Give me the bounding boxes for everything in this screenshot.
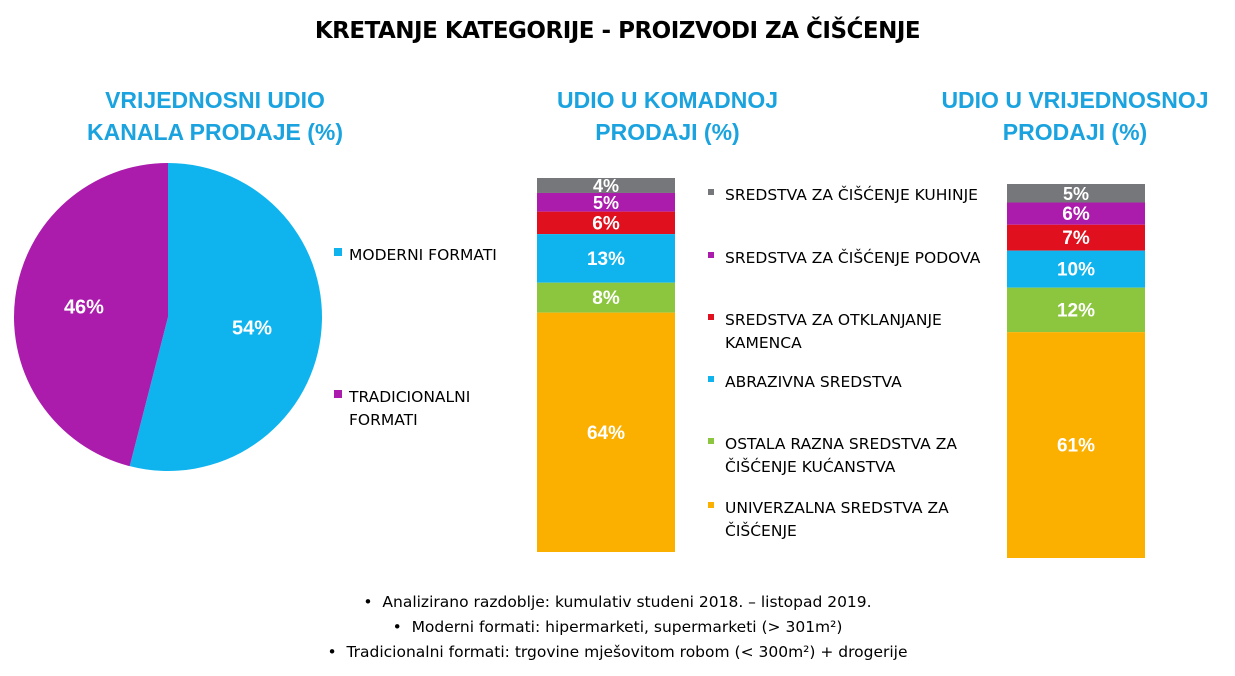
units-bar-segment — [537, 211, 675, 235]
bar-legend-swatch — [708, 438, 714, 444]
footnote-modern: Moderni formati: hipermarketi, supermark… — [0, 615, 1235, 640]
bar-legend-label: OSTALA RAZNA SREDSTVA ZA — [725, 435, 957, 453]
value-bar-segment — [1007, 224, 1145, 251]
bar-chart-value-title: UDIO U VRIJEDNOSNOJ PRODAJI (%) — [941, 87, 1209, 145]
pie-chart-title: VRIJEDNOSNI UDIO KANALA PRODAJE (%) — [87, 87, 343, 145]
bar-legend-swatch — [708, 189, 714, 195]
bar-legend-swatch — [708, 252, 714, 258]
value-bar-segment-label: 10% — [1057, 260, 1095, 281]
value-bar-segment-label: 5% — [1063, 184, 1089, 204]
footnote-traditional: Tradicionalni formati: trgovine mješovit… — [0, 640, 1235, 665]
units-bar-segment — [537, 282, 675, 313]
bar-chart-units-title: UDIO U KOMADNOJ PRODAJI (%) — [556, 87, 779, 145]
value-bar-segment-label: 7% — [1062, 228, 1090, 249]
units-bar-segment-label: 8% — [592, 288, 620, 309]
pie-slice-label: 46% — [64, 296, 104, 318]
bar-legend-label: KAMENCA — [725, 334, 802, 352]
units-bar-segment — [537, 192, 675, 212]
units-bar-segment — [537, 178, 675, 193]
bar-legend-swatch — [708, 376, 714, 382]
value-bar-segment — [1007, 202, 1145, 225]
footnotes: Analizirano razdoblje: kumulativ studeni… — [0, 590, 1235, 665]
bar-legend-label: ABRAZIVNA SREDSTVA — [725, 373, 902, 391]
pie-legend-swatch — [334, 390, 342, 398]
bar-legend-label: SREDSTVA ZA OTKLANJANJE — [725, 311, 942, 329]
bar-legend-label: SREDSTVA ZA ČIŠĆENJE PODOVA — [725, 248, 981, 267]
units-bar-segment — [537, 312, 675, 552]
value-bar-segment-label: 61% — [1057, 436, 1095, 457]
bar-legend-label: ČIŠĆENJE KUĆANSTVA — [725, 457, 896, 476]
units-bar-segment-label: 64% — [587, 423, 625, 444]
units-bar-segment — [537, 234, 675, 283]
page-title: KRETANJE KATEGORIJE - PROIZVODI ZA ČIŠĆE… — [314, 18, 921, 44]
footnote-period: Analizirano razdoblje: kumulativ studeni… — [0, 590, 1235, 615]
value-bar-segment — [1007, 184, 1145, 203]
bar-legend-label: ČIŠĆENJE — [725, 521, 797, 540]
bar-legend-swatch — [708, 314, 714, 320]
pie-slice-tradicionalni — [13, 163, 169, 467]
value-bar-segment — [1007, 287, 1145, 333]
units-bar-segment-label: 4% — [593, 176, 619, 196]
pie-legend-swatch — [334, 248, 342, 256]
pie-legend-label: MODERNI FORMATI — [349, 246, 497, 264]
value-bar-segment — [1007, 250, 1145, 288]
units-bar-segment-label: 13% — [587, 249, 625, 270]
bar-legend-swatch — [708, 502, 714, 508]
pie-slice-moderni — [129, 163, 322, 471]
value-bar-segment — [1007, 332, 1145, 558]
units-bar-segment-label: 6% — [592, 213, 620, 234]
bar-legend-label: UNIVERZALNA SREDSTVA ZA — [725, 499, 949, 517]
value-bar-segment-label: 6% — [1062, 204, 1090, 225]
pie-slice-label: 54% — [232, 318, 272, 340]
pie-legend-label: TRADICIONALNI — [348, 388, 470, 406]
value-bar-segment-label: 12% — [1057, 300, 1095, 321]
bar-legend-label: SREDSTVA ZA ČIŠĆENJE KUHINJE — [725, 185, 978, 204]
pie-legend-label: FORMATI — [349, 411, 418, 429]
units-bar-segment-label: 5% — [593, 193, 619, 213]
